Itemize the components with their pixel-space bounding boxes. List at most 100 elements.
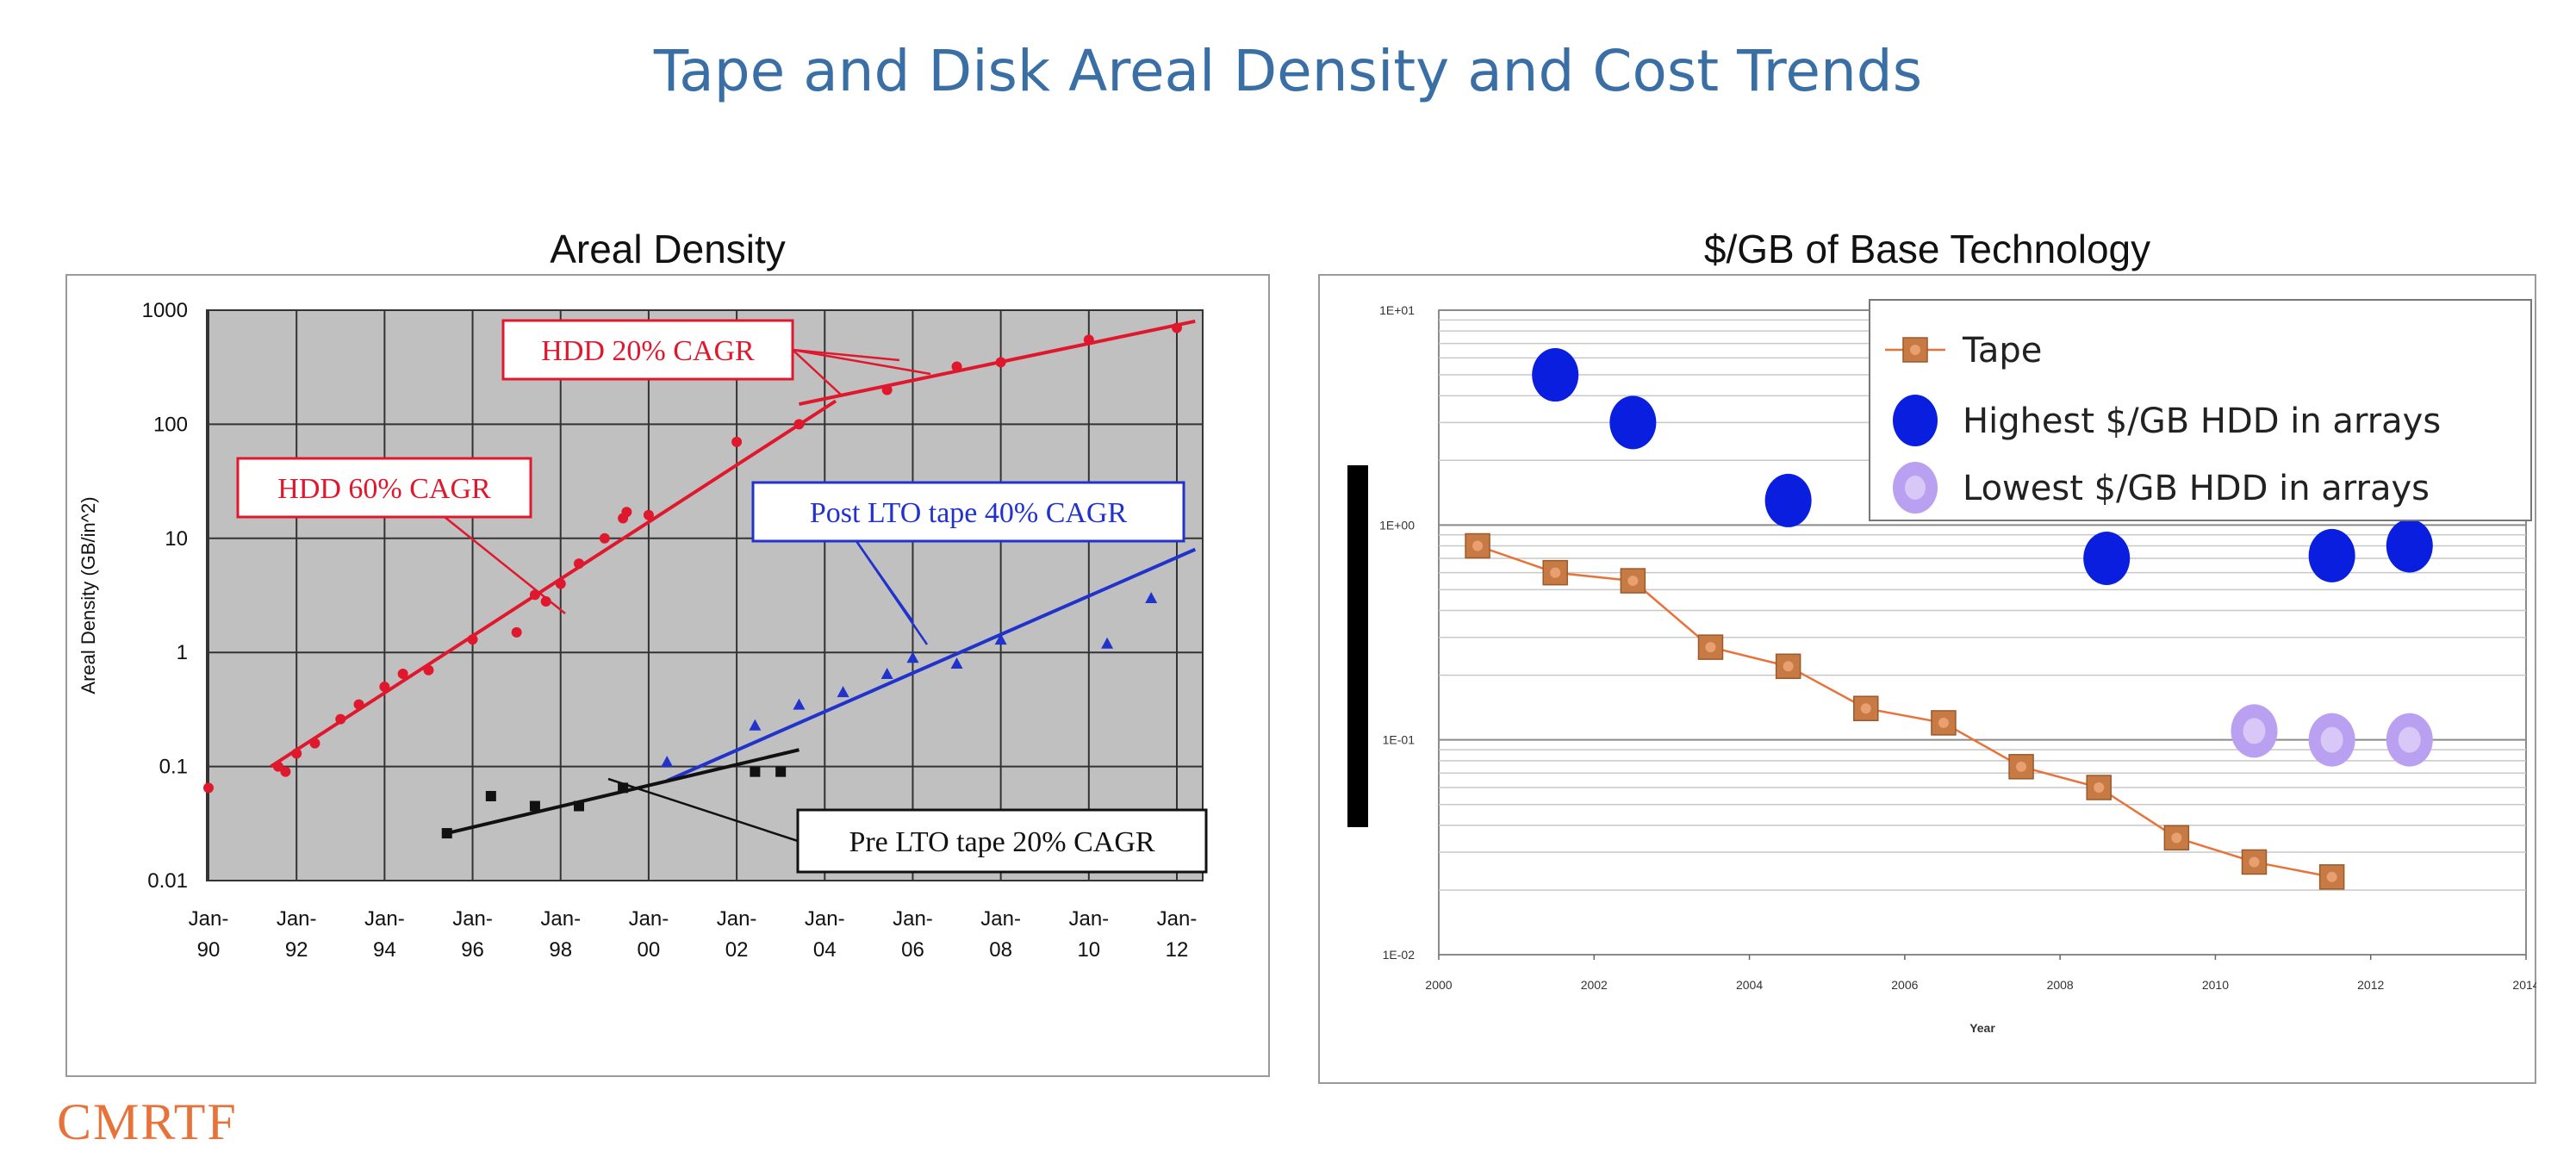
x-tick-label-top: Jan- [629, 907, 669, 931]
x-tick-label: 2000 [1425, 978, 1452, 992]
highest-hdd-point [2308, 528, 2355, 582]
hdd-point [574, 558, 585, 570]
hdd-point [203, 782, 214, 794]
legend-box [1869, 299, 2532, 521]
tape-point-center [1472, 540, 1484, 551]
hdd-point [379, 682, 390, 693]
y-tick-label: 100 [153, 413, 188, 436]
tape-point-center [1550, 567, 1561, 578]
legend-lowest-icon-center [1905, 476, 1926, 500]
annotation-box [751, 481, 1185, 543]
tape-point-center [1938, 717, 1949, 728]
cost-per-gb-chart: 1E-02 1E-01 1E+00 1E+01 2000 2002 2004 2006 2008… [1318, 274, 2536, 1084]
hdd-point [280, 766, 291, 777]
post-lto-point [661, 756, 674, 768]
y-axis-black-bar [1347, 465, 1368, 827]
x-tick-label-bottom: 96 [461, 938, 484, 962]
hdd-point [335, 713, 346, 725]
annotation-text: Post LTO tape 40% CAGR [810, 497, 1128, 529]
x-tick-label-bottom: 94 [373, 938, 396, 962]
tape-point-center [2016, 761, 2027, 772]
post-lto-point [837, 686, 849, 698]
annotation-text: HDD 20% CAGR [541, 335, 755, 367]
hdd-point [397, 668, 408, 679]
annotation-text: HDD 60% CAGR [277, 473, 491, 505]
tape-point-center [2249, 856, 2260, 868]
tape-point-center [1705, 642, 1716, 653]
legend-label-highest: Highest $/GB HDD in arrays [1963, 402, 2441, 441]
post-lto-point [793, 698, 806, 710]
annotation-leader [792, 349, 842, 395]
hdd-point [467, 634, 478, 645]
x-tick-label-top: Jan- [277, 907, 317, 931]
pre-lto-point [574, 800, 585, 812]
post-lto-point [880, 667, 893, 679]
post-lto-point [906, 651, 919, 663]
annotation-leader [607, 777, 799, 843]
y-tick-label: 0.01 [147, 869, 188, 893]
x-tick-label-top: Jan- [893, 907, 933, 931]
tape-point-center [2171, 832, 2182, 844]
y-tick-label: 10 [165, 527, 188, 551]
pre-lto-point [441, 828, 452, 839]
x-tick-label: 2012 [2357, 978, 2384, 992]
x-tick-label-bottom: 10 [1077, 938, 1100, 962]
pre-lto-point [775, 766, 787, 777]
hdd-point [599, 532, 610, 544]
highest-hdd-point [1609, 395, 1657, 450]
post-lto-point [994, 633, 1007, 645]
hdd-point [643, 509, 654, 520]
x-tick-label-top: Jan- [189, 907, 229, 931]
x-axis-label: Year [1969, 1021, 1995, 1035]
hdd-point [793, 419, 805, 430]
x-tick-label-top: Jan- [1157, 907, 1198, 931]
annotation-box [501, 319, 794, 381]
tape-point-center [1860, 703, 1871, 714]
y-axis-label: Areal Density (GB/in^2) [78, 496, 99, 694]
x-tick-label-bottom: 00 [638, 938, 661, 962]
pre-lto-point [485, 790, 496, 801]
x-tick-label-bottom: 02 [725, 938, 749, 962]
y-tick-label: 1E+00 [1379, 518, 1415, 532]
legend-label-tape: Tape [1962, 331, 2042, 371]
highest-hdd-point [2386, 519, 2433, 573]
post-lto-point [1145, 592, 1158, 604]
x-tick-label-top: Jan- [717, 907, 757, 931]
lowest-hdd-point-center [2243, 718, 2266, 744]
highest-hdd-point [2083, 531, 2131, 585]
x-tick-label: 2002 [1581, 978, 1608, 992]
cost-chart-title: $/GB of Base Technology [1703, 227, 2151, 271]
x-tick-label: 2006 [1891, 978, 1918, 992]
x-tick-label-bottom: 12 [1166, 938, 1189, 962]
hdd-point [1172, 322, 1182, 333]
x-tick-label: 2010 [2202, 978, 2229, 992]
x-tick-label: 2014 [2512, 978, 2536, 992]
annotation-leader [855, 540, 929, 645]
hdd-point [1083, 334, 1094, 346]
legend-highest-icon [1893, 395, 1938, 446]
slide-title: Tape and Disk Areal Density and Cost Tre… [653, 38, 1923, 104]
annotation-leader [444, 516, 566, 614]
lowest-hdd-point-center [2398, 726, 2421, 753]
lowest-hdd-point-center [2320, 726, 2343, 753]
x-tick-label-top: Jan- [980, 907, 1021, 931]
hdd-point [621, 507, 632, 518]
y-tick-label: 1E+01 [1379, 303, 1415, 317]
hdd-point [309, 738, 320, 749]
tape-line [1477, 545, 2332, 879]
post-lto-trendline [666, 547, 1197, 782]
post-lto-point [950, 657, 963, 669]
hdd-point [291, 748, 302, 759]
tape-point-center [2326, 871, 2337, 882]
post-lto-point [1101, 637, 1114, 649]
annotation-leader [792, 348, 900, 362]
tape-point-center [1783, 661, 1794, 672]
hdd-60-trendline [270, 399, 837, 769]
plot-area [206, 309, 1204, 881]
tape-point [1542, 559, 1568, 586]
x-tick-label-bottom: 08 [989, 938, 1012, 962]
hdd-point [555, 578, 566, 589]
hdd-point [881, 384, 893, 395]
hdd-point [423, 664, 434, 676]
x-tick-label-top: Jan- [540, 907, 581, 931]
